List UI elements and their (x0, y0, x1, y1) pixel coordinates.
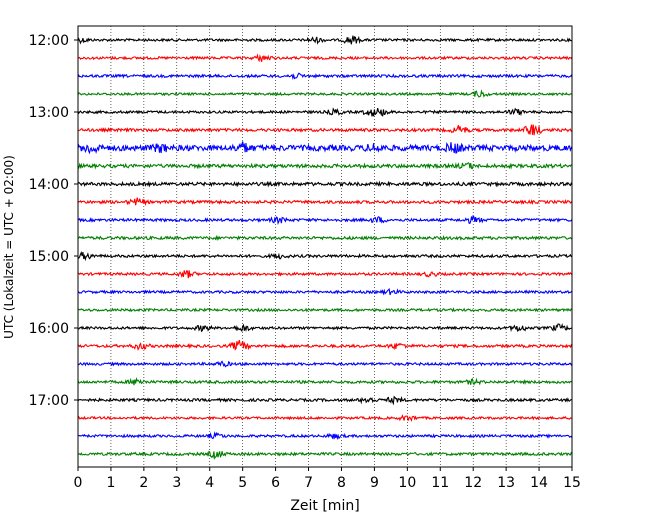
trace-1230 (77, 72, 573, 81)
trace-1530 (77, 287, 573, 296)
trace-1630 (77, 360, 573, 368)
trace-1330 (77, 141, 573, 155)
trace-1515 (77, 270, 573, 279)
y-axis-label: UTC (Lokalzeit = UTC + 02:00) (2, 155, 16, 339)
y-ticks: 12:00 13:00 14:00 15:00 16:00 17:00 (29, 33, 78, 409)
trace-1745 (77, 450, 573, 460)
trace-1545 (77, 307, 573, 313)
x-tick-label: 10 (398, 475, 416, 491)
x-tick-label: 13 (497, 475, 515, 491)
grid-lines (110, 26, 540, 467)
trace-1200 (77, 35, 573, 45)
x-tick-label: 14 (530, 475, 548, 491)
x-ticks: 0 1 2 3 4 5 6 7 8 9 10 11 12 13 14 15 (74, 467, 581, 491)
trace-1345 (77, 162, 573, 170)
trace-1730 (77, 431, 573, 441)
trace-1500 (77, 250, 573, 262)
trace-1600 (77, 323, 573, 333)
x-tick-label: 1 (106, 475, 115, 491)
y-tick-label: 12:00 (29, 33, 69, 49)
x-tick-label: 4 (205, 475, 214, 491)
trace-1245 (77, 89, 573, 98)
y-tick-label: 17:00 (29, 393, 69, 409)
x-tick-label: 9 (370, 475, 379, 491)
x-axis-label: Zeit [min] (290, 498, 359, 514)
x-tick-label: 15 (563, 475, 581, 491)
trace-1300 (77, 107, 573, 117)
x-tick-label: 3 (172, 475, 181, 491)
trace-1400 (77, 180, 573, 188)
trace-1430 (77, 214, 573, 225)
trace-1215 (77, 53, 573, 63)
x-tick-label: 0 (74, 475, 83, 491)
y-tick-label: 15:00 (29, 249, 69, 265)
x-tick-label: 12 (464, 475, 482, 491)
x-tick-label: 11 (431, 475, 449, 491)
trace-1315 (77, 124, 573, 136)
trace-1415 (77, 197, 573, 207)
plot-frame (77, 25, 573, 468)
trace-1700 (77, 395, 573, 406)
x-tick-label: 2 (139, 475, 148, 491)
trace-1645 (77, 376, 573, 386)
y-tick-label: 14:00 (29, 177, 69, 193)
x-tick-label: 7 (304, 475, 313, 491)
x-tick-label: 6 (271, 475, 280, 491)
trace-1445 (77, 234, 573, 242)
trace-1615 (77, 340, 573, 351)
y-tick-label: 16:00 (29, 321, 69, 337)
y-tick-label: 13:00 (29, 105, 69, 121)
x-tick-label: 8 (337, 475, 346, 491)
traces (77, 35, 573, 460)
trace-1715 (77, 414, 573, 422)
x-tick-label: 5 (238, 475, 247, 491)
